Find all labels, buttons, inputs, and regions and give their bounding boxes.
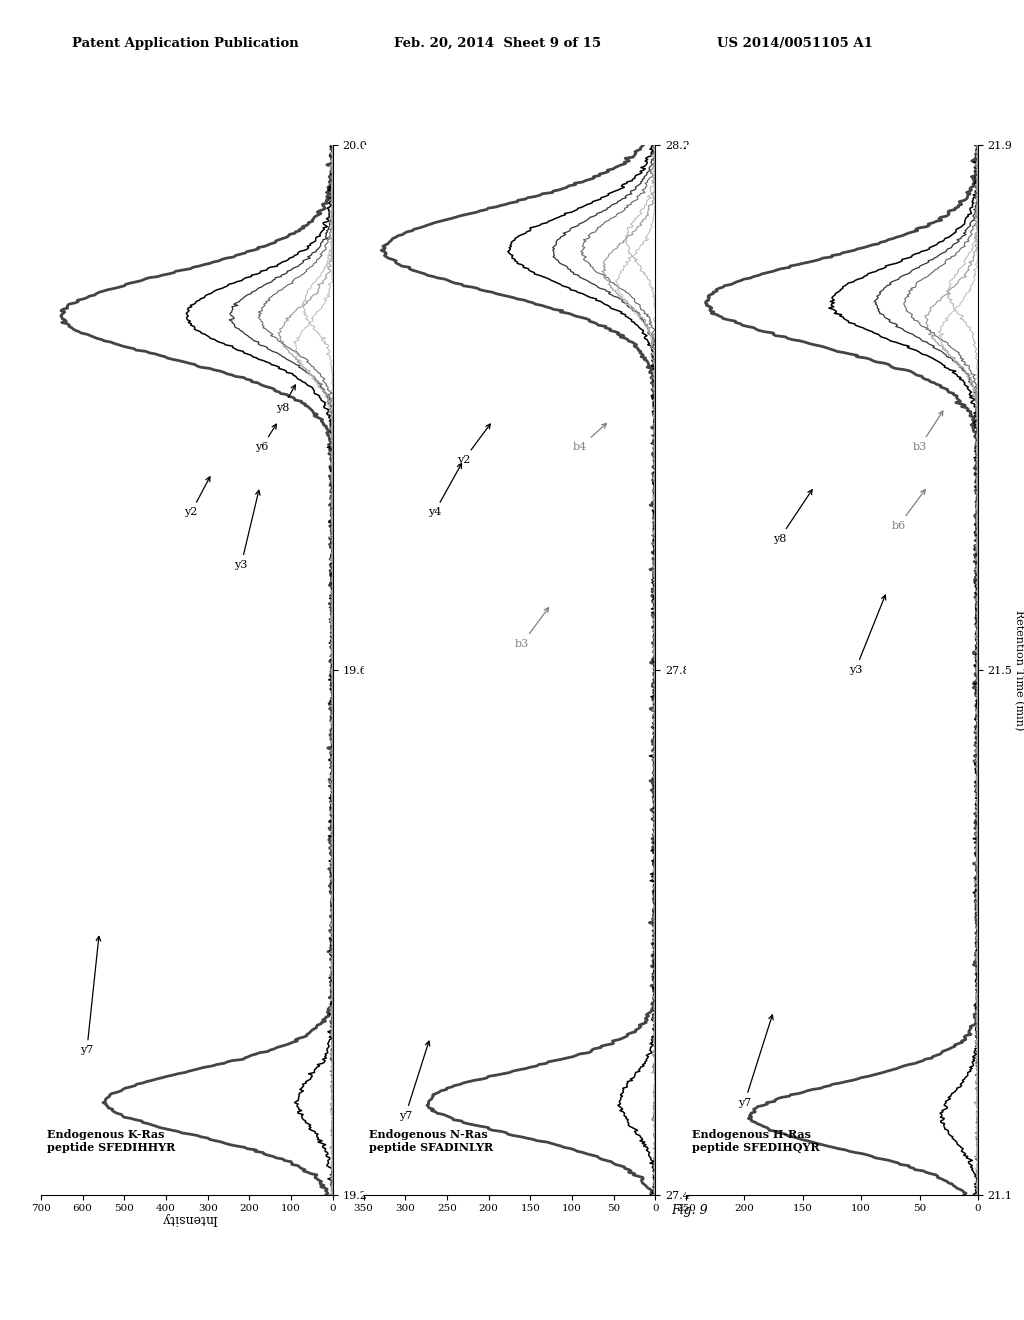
Y-axis label: Retention Time (min): Retention Time (min) (1014, 610, 1024, 730)
Y-axis label: Retention Time (min): Retention Time (min) (369, 610, 379, 730)
Text: Fig. 9: Fig. 9 (671, 1204, 708, 1217)
Text: b4: b4 (573, 424, 606, 451)
Text: Endogenous K-Ras
peptide SFEDIHHYR: Endogenous K-Ras peptide SFEDIHHYR (47, 1129, 175, 1152)
Text: y2: y2 (184, 477, 210, 517)
Text: Endogenous H-Ras
peptide SFEDIHQYR: Endogenous H-Ras peptide SFEDIHQYR (692, 1129, 819, 1152)
Text: y8: y8 (773, 490, 812, 544)
Y-axis label: Retention Time (min): Retention Time (min) (691, 610, 701, 730)
Text: US 2014/0051105 A1: US 2014/0051105 A1 (717, 37, 872, 50)
Text: b3: b3 (912, 411, 943, 451)
Text: y4: y4 (428, 463, 462, 517)
Text: y6: y6 (255, 424, 276, 451)
Text: b3: b3 (515, 607, 549, 648)
Text: Patent Application Publication: Patent Application Publication (72, 37, 298, 50)
Text: y2: y2 (457, 424, 490, 465)
Text: b6: b6 (892, 490, 926, 531)
Text: y7: y7 (738, 1015, 773, 1107)
Text: Intensity: Intensity (162, 1212, 217, 1225)
Text: y7: y7 (398, 1041, 430, 1121)
Text: y7: y7 (80, 936, 100, 1055)
Text: y3: y3 (234, 490, 260, 570)
Text: Feb. 20, 2014  Sheet 9 of 15: Feb. 20, 2014 Sheet 9 of 15 (394, 37, 601, 50)
Text: y8: y8 (276, 385, 295, 413)
Text: Endogenous N-Ras
peptide SFADINLYR: Endogenous N-Ras peptide SFADINLYR (370, 1129, 494, 1152)
Text: y3: y3 (849, 595, 886, 675)
